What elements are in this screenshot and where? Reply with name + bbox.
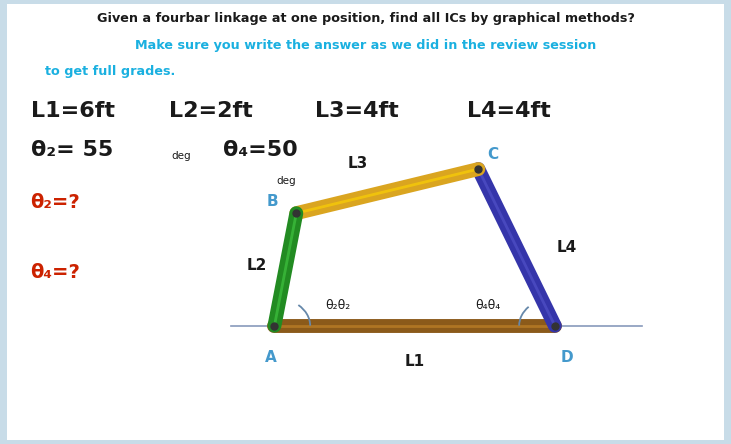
Text: deg: deg <box>276 176 296 186</box>
Text: θ₂=?: θ₂=? <box>31 193 80 212</box>
Text: A: A <box>265 350 277 365</box>
Text: θ₄=?: θ₄=? <box>31 263 80 282</box>
Text: θ₂= 55: θ₂= 55 <box>31 140 113 160</box>
Text: B: B <box>267 194 278 209</box>
Text: L3=4ft: L3=4ft <box>314 101 398 121</box>
Text: L2=2ft: L2=2ft <box>169 101 253 121</box>
Text: deg: deg <box>171 151 191 162</box>
Text: θ₄=50: θ₄=50 <box>224 140 298 160</box>
Text: θ₄θ₄: θ₄θ₄ <box>475 299 500 313</box>
Text: Make sure you write the answer as we did in the review session: Make sure you write the answer as we did… <box>135 39 596 52</box>
Text: L2: L2 <box>247 258 268 273</box>
Text: Given a fourbar linkage at one position, find all ICs by graphical methods?: Given a fourbar linkage at one position,… <box>96 12 635 25</box>
Text: L1: L1 <box>404 354 425 369</box>
Text: L1=6ft: L1=6ft <box>31 101 115 121</box>
Text: D: D <box>561 350 573 365</box>
Text: L4: L4 <box>557 240 577 255</box>
Text: to get full grades.: to get full grades. <box>45 65 175 79</box>
Text: C: C <box>487 147 499 163</box>
Text: L4=4ft: L4=4ft <box>467 101 551 121</box>
Text: θ₂θ₂: θ₂θ₂ <box>325 299 351 313</box>
Text: L3: L3 <box>348 156 368 171</box>
